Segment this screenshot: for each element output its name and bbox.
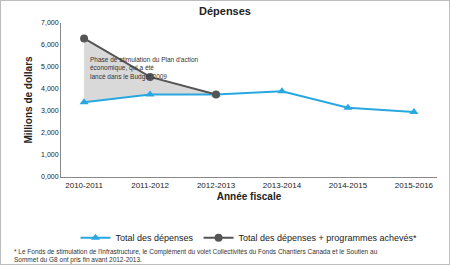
svg-text:6,000: 6,000 [41, 41, 59, 48]
svg-text:Total des dépenses: Total des dépenses [116, 233, 194, 243]
svg-text:4,000: 4,000 [41, 85, 59, 92]
svg-text:2014-2015: 2014-2015 [329, 181, 368, 190]
svg-text:2015-2016: 2015-2016 [395, 181, 434, 190]
svg-text:2,000: 2,000 [41, 129, 59, 136]
svg-text:Année fiscale: Année fiscale [217, 191, 282, 202]
svg-text:3,000: 3,000 [41, 107, 59, 114]
svg-text:Total des dépenses + programme: Total des dépenses + programmes achevés* [239, 233, 417, 243]
svg-text:7,000: 7,000 [41, 19, 59, 26]
svg-text:Phase de stimulation du Plan d: Phase de stimulation du Plan d'actionéco… [90, 56, 199, 81]
svg-text:* Le Fonds de stimulation de l: * Le Fonds de stimulation de l'infrastru… [14, 248, 378, 264]
svg-text:Dépenses: Dépenses [199, 5, 251, 17]
svg-text:Millions de dollars: Millions de dollars [23, 56, 34, 144]
svg-text:1,000: 1,000 [41, 151, 59, 158]
svg-text:2010-2011: 2010-2011 [65, 181, 103, 190]
svg-text:2011-2012: 2011-2012 [131, 181, 169, 190]
svg-text:5,000: 5,000 [41, 63, 59, 70]
svg-text:0,000: 0,000 [41, 173, 59, 180]
svg-text:2012-2013: 2012-2013 [197, 181, 236, 190]
svg-text:2013-2014: 2013-2014 [263, 181, 302, 190]
